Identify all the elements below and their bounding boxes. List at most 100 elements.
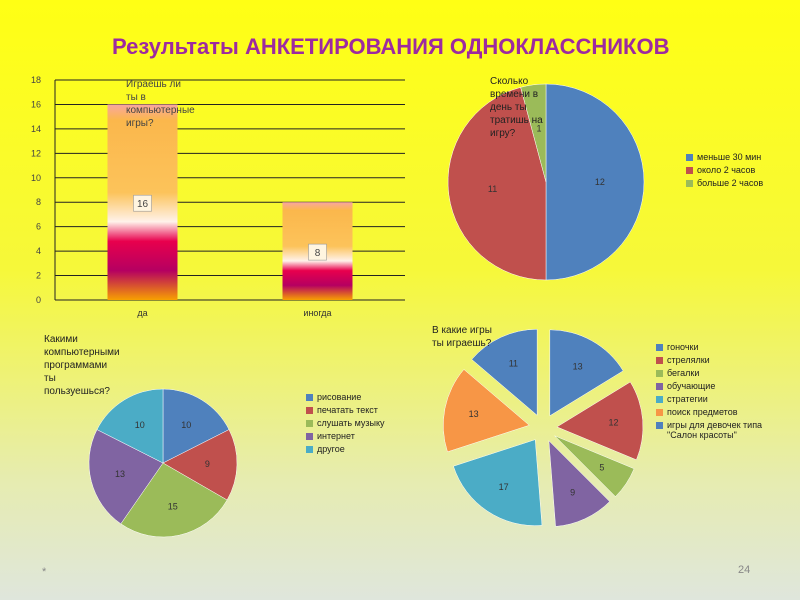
legend-swatch bbox=[306, 446, 313, 453]
slice-value-label: 17 bbox=[499, 482, 509, 492]
pie-chart-programs-legend: рисование печатать текст слушать музыку инт… bbox=[306, 392, 416, 457]
legend-label: другое bbox=[317, 444, 345, 454]
y-tick-label: 2 bbox=[36, 271, 41, 281]
slice-value-label: 11 bbox=[509, 359, 518, 369]
pie-slice bbox=[447, 87, 547, 281]
bar-chart: 0 2 4 6 8 10 12 14 16 18 16 да 8 иногда bbox=[31, 75, 405, 318]
legend-label: рисование bbox=[317, 392, 362, 402]
data-label: 8 bbox=[315, 248, 321, 259]
legend-label: около 2 часов bbox=[697, 165, 756, 175]
legend-item: обучающие bbox=[656, 381, 771, 391]
pie-slice bbox=[162, 388, 230, 464]
legend-swatch bbox=[306, 394, 313, 401]
pie-slice bbox=[471, 329, 538, 416]
legend-item: бегалки bbox=[656, 368, 771, 378]
legend-swatch bbox=[656, 370, 663, 377]
legend-swatch bbox=[656, 396, 663, 403]
legend-item: рисование bbox=[306, 392, 416, 402]
data-label-box bbox=[308, 243, 327, 261]
legend-label: стратегии bbox=[667, 394, 708, 404]
legend-label: обучающие bbox=[667, 381, 716, 391]
y-tick-label: 8 bbox=[36, 197, 41, 207]
slice-value-label: 13 bbox=[115, 469, 125, 479]
legend-item: слушать музыку bbox=[306, 418, 416, 428]
footer-mark: * bbox=[42, 566, 47, 578]
bar-chart-title: Играешь ли ты в компьютерные игры? bbox=[126, 79, 195, 129]
y-tick-label: 12 bbox=[31, 148, 41, 158]
slice-value-label: 11 bbox=[488, 184, 497, 194]
pie-chart-games-legend: гоночки стрелялки бегалки обучающие стратеги… bbox=[656, 342, 771, 443]
slice-value-label: 5 bbox=[599, 462, 604, 472]
y-tick-label: 16 bbox=[31, 99, 41, 109]
pie-slice bbox=[162, 429, 238, 501]
legend-item: стрелялки bbox=[656, 355, 771, 365]
legend-swatch bbox=[656, 357, 663, 364]
legend-swatch bbox=[306, 433, 313, 440]
legend-label: интернет bbox=[317, 431, 355, 441]
pie-chart-programs: 10 9 15 13 10 bbox=[88, 388, 238, 538]
legend-swatch bbox=[656, 344, 663, 351]
legend-label: печатать текст bbox=[317, 405, 378, 415]
legend-item: игры для девочек типа "Салон красоты" bbox=[656, 420, 771, 440]
legend-label: бегалки bbox=[667, 368, 700, 378]
legend-swatch bbox=[306, 407, 313, 414]
pie-slice bbox=[554, 435, 635, 497]
slice-value-label: 13 bbox=[573, 361, 583, 371]
x-tick-label: да bbox=[137, 308, 147, 318]
y-tick-label: 18 bbox=[31, 75, 41, 85]
page-number: 24 bbox=[738, 564, 751, 576]
slice-value-label: 12 bbox=[595, 177, 605, 187]
legend-swatch bbox=[686, 167, 693, 174]
legend-swatch bbox=[306, 420, 313, 427]
y-tick-label: 10 bbox=[31, 173, 41, 183]
slice-value-label: 12 bbox=[609, 417, 619, 427]
pie-chart-games-title: В какие игры ты играешь? bbox=[432, 325, 492, 349]
pie-slice bbox=[443, 369, 530, 453]
pie-chart-games: 13 12 5 9 17 13 11 bbox=[443, 329, 644, 527]
pie-slice bbox=[545, 83, 645, 281]
pie-slice bbox=[556, 381, 644, 461]
legend-item: печатать текст bbox=[306, 405, 416, 415]
y-tick-label: 14 bbox=[31, 124, 41, 134]
pie-slice bbox=[548, 440, 611, 527]
legend-item: меньше 30 мин bbox=[686, 152, 786, 162]
y-tick-label: 4 bbox=[36, 246, 41, 256]
pie-slice bbox=[120, 462, 228, 538]
y-tick-label: 0 bbox=[36, 295, 41, 305]
legend-swatch bbox=[656, 422, 663, 429]
slice-value-label: 10 bbox=[135, 420, 145, 430]
legend-item: другое bbox=[306, 444, 416, 454]
legend-swatch bbox=[686, 180, 693, 187]
data-label: 16 bbox=[137, 199, 149, 210]
slice-value-label: 13 bbox=[469, 409, 479, 419]
y-tick-label: 6 bbox=[36, 222, 41, 232]
legend-swatch bbox=[686, 154, 693, 161]
pie-chart-time-title: Сколько времени в день ты тратишь на игр… bbox=[490, 76, 543, 139]
legend-item: гоночки bbox=[656, 342, 771, 352]
slide-title: Результаты АНКЕТИРОВАНИЯ ОДНОКЛАССНИКОВ bbox=[112, 34, 670, 59]
legend-item: стратегии bbox=[656, 394, 771, 404]
legend-item: больше 2 часов bbox=[686, 178, 786, 188]
slice-value-label: 10 bbox=[181, 420, 191, 430]
legend-item: поиск предметов bbox=[656, 407, 771, 417]
x-tick-label: иногда bbox=[303, 308, 331, 318]
legend-swatch bbox=[656, 409, 663, 416]
pie-slice bbox=[549, 329, 624, 417]
pie-slice bbox=[520, 83, 547, 183]
legend-label: меньше 30 мин bbox=[697, 152, 762, 162]
slice-value-label: 1 bbox=[536, 124, 541, 134]
legend-label: гоночки bbox=[667, 342, 699, 352]
data-label-box bbox=[133, 194, 152, 212]
pie-slice bbox=[88, 429, 164, 525]
pie-chart-programs-title: Какими компьютерными программами ты поль… bbox=[44, 334, 120, 397]
legend-label: слушать музыку bbox=[317, 418, 385, 428]
slice-value-label: 9 bbox=[205, 459, 210, 469]
pie-chart-time-legend: меньше 30 мин около 2 часов больше 2 часов bbox=[686, 152, 786, 191]
legend-label: стрелялки bbox=[667, 355, 710, 365]
legend-item: около 2 часов bbox=[686, 165, 786, 175]
legend-label: игры для девочек типа "Салон красоты" bbox=[667, 420, 763, 440]
legend-label: больше 2 часов bbox=[697, 178, 764, 188]
pie-slice bbox=[96, 388, 164, 464]
legend-swatch bbox=[656, 383, 663, 390]
